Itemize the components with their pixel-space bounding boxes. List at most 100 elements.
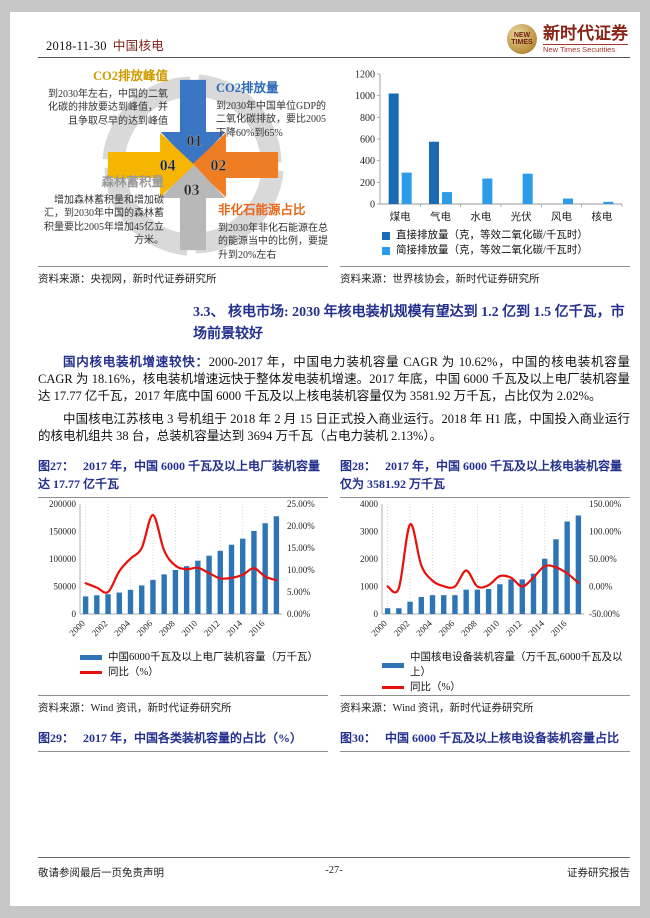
brand-logo-icon: NEW TIMES [507, 24, 537, 54]
footer-report-type: 证券研究报告 [566, 868, 630, 879]
svg-text:2012: 2012 [504, 618, 524, 638]
legend-item: 同比（%） [80, 665, 328, 680]
page-footer: 敬请参阅最后一页免责声明 -27- 证券研究报告 [38, 857, 630, 880]
emissions-figure: 0 200 400 600 800 1000 1200 煤电 气电 水电 光伏 风电 核电 直接排放量（… [340, 66, 630, 286]
svg-text:50.00%: 50.00% [589, 554, 617, 564]
pinwheel-num-03: 03 [184, 182, 200, 199]
svg-text:0.00%: 0.00% [589, 582, 613, 592]
capacity-figure-row: 图27： 2017 年，中国 6000 千瓦及以上电厂装机容量达 17.77 亿千… [38, 457, 630, 715]
page-number: -27- [325, 865, 343, 876]
fig27-legend: 中国6000千瓦及以上电厂装机容量（万千瓦） 同比（%） [38, 650, 328, 680]
bottom-figure-row: 图29： 2017 年，中国各类装机容量的占比（%） 图30： 中国 6000 千瓦… [38, 729, 630, 753]
fig29-label: 图29： [38, 731, 75, 746]
fig29: 图29： 2017 年，中国各类装机容量的占比（%） [38, 729, 328, 753]
fig28: 图28： 2017 年，中国 6000 千瓦及以上核电装机容量仅为 3581.92… [340, 457, 630, 715]
fig30-caption: 中国 6000 千瓦及以上核电设备装机容量占比 [385, 731, 620, 746]
fig28-bar-line-chart: 0 1000 2000 3000 4000 -50.00% 0.00% 50.00% 100.0… [360, 499, 622, 638]
header-left: 2018-11-30 中国核电 [38, 35, 164, 54]
svg-text:200: 200 [360, 178, 375, 189]
legend-label: 直接排放量（克，等效二氧化碳/千瓦时） [396, 230, 588, 241]
fig27: 图27： 2017 年，中国 6000 千瓦及以上电厂装机容量达 17.77 亿千… [38, 457, 328, 715]
diagram-item-title: CO2排放峰值 [92, 69, 168, 83]
diagram-figure: 01 02 03 04 CO2排放峰值 到2030年左右，中国的二氧化碳的排放要… [38, 66, 328, 286]
svg-text:0: 0 [72, 609, 77, 619]
section-heading: 3.3、 核电市场: 2030 年核电装机规模有望达到 1.2 亿到 1.5 亿… [193, 302, 631, 347]
fig29-title: 图29： 2017 年，中国各类装机容量的占比（%） [38, 729, 328, 753]
report-page: 2018-11-30 中国核电 NEW TIMES 新时代证券 New Times… [10, 12, 640, 906]
legend-label: 中国核电设备装机容量（万千瓦,6000千瓦及以上） [410, 652, 623, 679]
svg-text:100000: 100000 [49, 554, 77, 564]
diagram-item-title: 森林蓄积量 [101, 175, 164, 189]
fig28-caption: 2017 年，中国 6000 千瓦及以上核电装机容量仅为 3581.92 万千瓦 [340, 459, 623, 492]
svg-text:10.00%: 10.00% [287, 565, 315, 575]
svg-text:2000: 2000 [360, 554, 379, 564]
svg-text:0.00%: 0.00% [287, 609, 311, 619]
footer-disclaimer: 敬请参阅最后一页免责声明 [38, 868, 164, 879]
legend-item: 中国核电设备装机容量（万千瓦,6000千瓦及以上） [382, 650, 630, 680]
svg-text:100.00%: 100.00% [589, 527, 622, 537]
section-title: 核电市场: 2030 年核电装机规模有望达到 1.2 亿到 1.5 亿千瓦，市场… [193, 305, 625, 343]
svg-text:2004: 2004 [112, 618, 132, 638]
brand-name-cn: 新时代证券 [543, 23, 628, 43]
svg-text:2014: 2014 [224, 618, 244, 638]
diagram-item-co2-peak: CO2排放峰值 到2030年左右，中国的二氧化碳的排放要达到峰值，并且争取尽早的… [40, 68, 168, 128]
fig30: 图30： 中国 6000 千瓦及以上核电设备装机容量占比 [340, 729, 630, 753]
logo-text-2: TIMES [511, 39, 533, 46]
svg-text:2008: 2008 [157, 618, 177, 638]
pinwheel-icon: 01 02 03 04 [102, 74, 284, 256]
diagram-item-forest: 森林蓄积量 增加森林蓄积量和增加碳汇，到2030年中国的森林蓄积量要比2005年… [38, 174, 164, 248]
svg-text:0: 0 [374, 609, 379, 619]
brand-block: NEW TIMES 新时代证券 New Times Securities [507, 24, 630, 54]
svg-text:5.00%: 5.00% [287, 587, 311, 597]
emissions-legend: 直接排放量（克，等效二氧化碳/千瓦时） 简接排放量（克，等效二氧化碳/千瓦时） [340, 228, 630, 258]
pinwheel-diagram: 01 02 03 04 CO2排放峰值 到2030年左右，中国的二氧化碳的排放要… [38, 66, 328, 266]
svg-text:水电: 水电 [470, 210, 491, 223]
fig29-caption: 2017 年，中国各类装机容量的占比（%） [83, 731, 303, 746]
legend-item: 中国6000千瓦及以上电厂装机容量（万千瓦） [80, 650, 328, 665]
legend-swatch-line [80, 671, 102, 674]
legend-swatch-line [382, 686, 404, 689]
svg-text:2008: 2008 [459, 618, 479, 638]
svg-text:4000: 4000 [360, 499, 379, 509]
svg-text:2002: 2002 [90, 618, 110, 638]
svg-text:25.00%: 25.00% [287, 499, 315, 509]
svg-text:0: 0 [370, 200, 375, 211]
brand-text: 新时代证券 New Times Securities [543, 25, 628, 54]
fig28-legend: 中国核电设备装机容量（万千瓦,6000千瓦及以上） 同比（%） [340, 650, 630, 695]
svg-text:1000: 1000 [355, 91, 375, 102]
diagram-item-desc: 到2030年中国单位GDP的二氧化碳排放，要比2005下降60%到65% [216, 100, 327, 139]
svg-text:2006: 2006 [135, 618, 155, 638]
svg-text:-50.00%: -50.00% [589, 609, 620, 619]
pinwheel-num-01: 01 [186, 133, 202, 150]
emissions-bar-chart: 0 200 400 600 800 1000 1200 煤电 气电 水电 光伏 风电 核电 [355, 70, 623, 223]
legend-swatch-indirect [382, 246, 390, 255]
svg-text:2014: 2014 [526, 618, 546, 638]
diagram-item-desc: 到2030年左右，中国的二氧化碳的排放要达到峰值，并且争取尽早的达到峰值 [48, 88, 168, 127]
svg-text:光伏: 光伏 [511, 210, 532, 223]
fig27-label: 图27： [38, 459, 75, 474]
paragraph-lead: 国内核电装机增速较快： [63, 354, 209, 369]
svg-text:400: 400 [360, 156, 375, 167]
diagram-item-title: CO2排放量 [216, 81, 279, 95]
diagram-item-desc: 增加森林蓄积量和增加碳汇，到2030年中国的森林蓄积量要比2005年增加45亿立… [44, 194, 164, 247]
svg-text:150000: 150000 [49, 527, 77, 537]
paragraph-2: 中国核电江苏核电 3 号机组于 2018 年 2 月 15 日正式投入商业运行。… [38, 412, 630, 444]
svg-text:煤电: 煤电 [390, 210, 411, 223]
logo-text-1: NEW [513, 31, 531, 39]
diagram-source: 资料来源：央视网，新时代证券研究所 [38, 266, 328, 286]
svg-text:50000: 50000 [54, 582, 77, 592]
legend-item: 直接排放量（克，等效二氧化碳/千瓦时） [382, 228, 630, 243]
svg-text:气电: 气电 [430, 210, 451, 223]
diagram-item-co2-amount: CO2排放量 到2030年中国单位GDP的二氧化碳排放，要比2005下降60%到… [216, 80, 328, 140]
fig28-title: 图28： 2017 年，中国 6000 千瓦及以上核电装机容量仅为 3581.92… [340, 457, 630, 499]
legend-item: 同比（%） [382, 680, 630, 695]
top-figure-row: 01 02 03 04 CO2排放峰值 到2030年左右，中国的二氧化碳的排放要… [38, 66, 630, 286]
svg-text:800: 800 [360, 113, 375, 124]
fig30-title: 图30： 中国 6000 千瓦及以上核电设备装机容量占比 [340, 729, 630, 753]
svg-text:1000: 1000 [360, 582, 379, 592]
svg-text:2000: 2000 [67, 618, 87, 638]
svg-text:2016: 2016 [549, 618, 569, 638]
fig27-caption: 2017 年，中国 6000 千瓦及以上电厂装机容量达 17.77 亿千瓦 [38, 459, 321, 492]
fig30-label: 图30： [340, 731, 377, 746]
legend-label: 中国6000千瓦及以上电厂装机容量（万千瓦） [108, 652, 318, 664]
